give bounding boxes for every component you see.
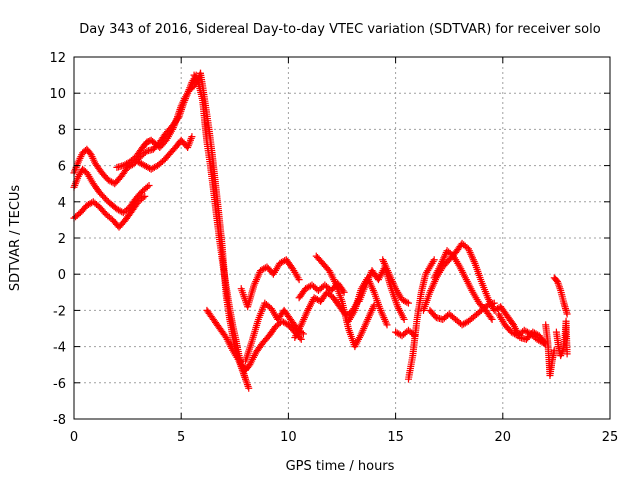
series-arc-16 [379, 256, 412, 307]
grid [74, 57, 610, 419]
series-arc-9 [242, 299, 307, 365]
data-point [563, 350, 571, 358]
data-point [297, 335, 305, 343]
data-point [141, 192, 149, 200]
chart-title: Day 343 of 2016, Sidereal Day-to-day VTE… [79, 22, 600, 37]
data-point [245, 384, 253, 392]
data-point [488, 315, 496, 323]
data-point [281, 319, 289, 327]
series-arc-13 [295, 279, 348, 302]
y-tick-label: 10 [49, 87, 66, 102]
data-point [145, 182, 153, 190]
data-point [400, 315, 408, 323]
data-point [339, 287, 347, 295]
data-marks [70, 69, 571, 392]
data-point [404, 299, 412, 307]
series-arc-26 [550, 274, 571, 318]
data-point [401, 297, 409, 305]
data-point [383, 321, 391, 329]
y-axis-label: SDTVAR / TECUs [8, 185, 23, 292]
series-arc-12 [312, 252, 378, 351]
x-tick-label: 25 [602, 430, 619, 445]
series-arc-5 [134, 133, 196, 173]
data-point [487, 314, 495, 322]
x-axis-label: GPS time / hours [286, 459, 395, 474]
series-arc-15 [344, 274, 391, 329]
data-point [370, 301, 378, 309]
data-point [461, 319, 469, 327]
y-tick-label: -8 [53, 413, 66, 428]
data-point [295, 276, 303, 284]
data-point [139, 194, 147, 202]
data-point [242, 375, 250, 383]
data-point [490, 299, 498, 307]
y-tick-label: 0 [58, 268, 66, 283]
y-tick-label: -6 [53, 377, 66, 392]
y-tick-label: 4 [58, 196, 66, 211]
series-arc-1 [70, 165, 153, 217]
y-tick-label: -4 [53, 341, 66, 356]
x-tick-label: 0 [70, 430, 78, 445]
x-tick-label: 20 [495, 430, 512, 445]
y-tick-label: 12 [49, 51, 66, 66]
y-tick-label: -2 [53, 304, 66, 319]
data-point [403, 298, 411, 306]
data-point [299, 330, 307, 338]
x-tick-label: 10 [280, 430, 297, 445]
y-tick-label: 6 [58, 160, 66, 175]
series-arc-8 [203, 306, 305, 374]
data-point [188, 133, 196, 141]
data-point [143, 183, 151, 191]
series-arc-18 [404, 256, 438, 383]
data-point [563, 310, 571, 318]
data-point [150, 163, 158, 171]
y-tick-label: 2 [58, 232, 66, 247]
x-tick-label: 5 [177, 430, 185, 445]
axis-ticks: -8 -6 -4 -2 0 2 4 6 8 10 12 0 5 10 15 20 25 [49, 51, 618, 445]
series-arc-24 [542, 321, 558, 380]
x-tick-label: 15 [387, 430, 404, 445]
y-tick-label: 8 [58, 123, 66, 138]
series-arc-21 [426, 299, 498, 329]
data-point [340, 288, 348, 296]
series-arc-25 [552, 317, 571, 360]
data-point [552, 276, 560, 284]
data-point [430, 256, 438, 264]
series-arc-10 [237, 256, 303, 311]
series-arc-2 [70, 192, 149, 231]
